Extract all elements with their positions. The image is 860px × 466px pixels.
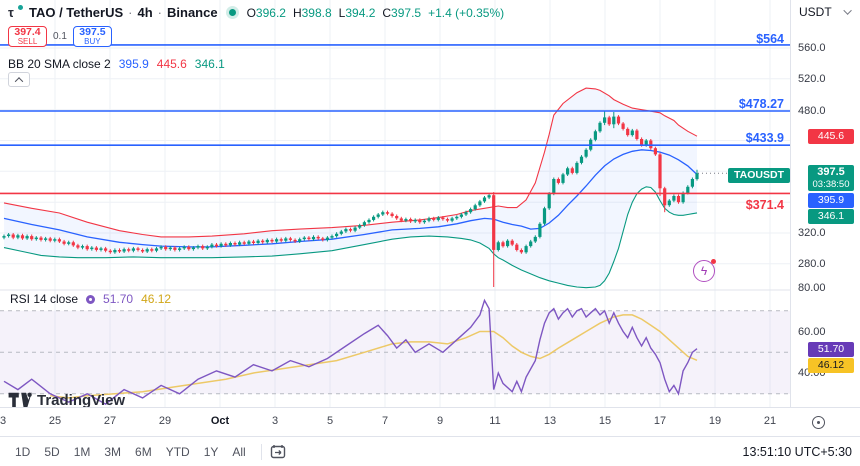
session-clock[interactable]: 13:51:10 UTC+5:30: [742, 444, 852, 459]
tradingview-logo-mark: [8, 392, 32, 408]
toolbar-divider: [260, 443, 262, 460]
time-axis-label: Oct: [210, 415, 230, 427]
range-button-all[interactable]: All: [232, 444, 246, 459]
time-axis-label: 9: [436, 415, 444, 427]
price-axis[interactable]: USDT 560.0 520.0 480.0 320.0 280.0 80.00 60.00…: [790, 0, 860, 436]
buy-button[interactable]: 397.5 BUY: [72, 26, 112, 47]
axis-tick: 520.0: [798, 73, 826, 85]
axis-tick: 320.0: [798, 227, 826, 239]
time-axis-label: 3: [271, 415, 279, 427]
lightning-icon: ϟ: [693, 260, 715, 282]
time-axis-label: 17: [653, 415, 667, 427]
axis-tick: 60.00: [798, 326, 826, 338]
range-button-3m[interactable]: 3M: [104, 444, 122, 459]
rsi-indicator-legend[interactable]: RSI 14 close 51.70 46.12: [10, 292, 171, 306]
range-button-1y[interactable]: 1Y: [203, 444, 219, 459]
range-button-ytd[interactable]: YTD: [165, 444, 190, 459]
axis-price-badge: 51.70: [808, 342, 854, 357]
axis-price-badge: 46.12: [808, 358, 854, 373]
time-axis-label: 7: [381, 415, 389, 427]
bb-label: BB 20 SMA close 2: [8, 57, 111, 71]
price-level-label[interactable]: $564: [756, 32, 784, 46]
axis-tick: 80.00: [798, 282, 826, 294]
time-axis[interactable]: 23 25 27 29 Oct 3 5 7 9 11 13 15 17 19 21: [0, 407, 860, 436]
time-axis-label: 25: [48, 415, 62, 427]
rsi-value: 51.70: [103, 292, 134, 306]
currency-label: USDT: [799, 5, 832, 19]
price-level-label[interactable]: $478.27: [738, 97, 784, 111]
rsi-donut-icon: [86, 294, 96, 304]
tao-logo-icon: τ: [8, 5, 24, 20]
rsi-label: RSI 14 close: [10, 292, 79, 306]
tradingview-logo-text: TradingView: [37, 392, 126, 409]
price-level-label[interactable]: $371.4: [745, 198, 784, 212]
crosshair-target-icon[interactable]: [812, 416, 825, 429]
spread-value: 0.1: [53, 31, 67, 42]
tradingview-logo[interactable]: TradingView: [8, 392, 125, 409]
bb-indicator-legend[interactable]: BB 20 SMA close 2 395.9 445.6 346.1: [8, 57, 225, 71]
chevron-down-icon: [843, 6, 852, 15]
exchange-label[interactable]: Binance: [167, 5, 218, 20]
notification-dot: [711, 259, 716, 264]
axis-price-badge: 445.6: [808, 129, 854, 144]
symbol-legend[interactable]: τ TAO / TetherUS · 4h · Binance O396.2 H…: [8, 5, 505, 20]
symbol-price-flag: TAOUSDT: [728, 168, 790, 183]
sell-button[interactable]: 397.4 SELL: [8, 26, 47, 47]
chevron-up-icon: [14, 76, 24, 86]
time-axis-label: 11: [489, 415, 501, 427]
time-axis-label: 5: [326, 415, 334, 427]
instant-order-button[interactable]: ϟ: [693, 259, 716, 283]
time-axis-label: 29: [158, 415, 172, 427]
rsi-ma-value: 46.12: [141, 292, 172, 306]
time-axis-label: 15: [598, 415, 612, 427]
time-axis-label: 13: [543, 415, 557, 427]
axis-tick: 560.0: [798, 42, 826, 54]
range-button-1d[interactable]: 1D: [15, 444, 31, 459]
order-panel: 397.4 SELL 0.1 397.5 BUY: [8, 26, 112, 47]
current-price-badge: 397.5 03:38:50: [808, 165, 854, 191]
range-button-6m[interactable]: 6M: [135, 444, 152, 459]
symbol-title[interactable]: TAO / TetherUS: [29, 5, 124, 20]
market-status-icon: [228, 9, 236, 16]
time-axis-label: 21: [763, 415, 777, 427]
bb-basis-value: 395.9: [118, 57, 149, 71]
interval-label[interactable]: 4h: [137, 5, 153, 20]
ohlc-values: O396.2 H398.8 L394.2 C397.5 +1.4 (+0.35%…: [246, 5, 505, 20]
go-to-date-icon[interactable]: [270, 444, 287, 459]
legend-collapse-button[interactable]: [8, 72, 30, 87]
time-axis-label: 19: [708, 415, 722, 427]
bottom-toolbar: 1D 5D 1M 3M 6M YTD 1Y All 13:51:10 UTC+5:30: [0, 436, 860, 466]
axis-tick: 480.0: [798, 105, 826, 117]
axis-price-badge: 395.9: [808, 193, 854, 208]
axis-tick: 280.0: [798, 258, 826, 270]
price-level-label[interactable]: $433.9: [745, 131, 784, 145]
axis-price-badge: 346.1: [808, 209, 854, 224]
time-axis-label: 23: [0, 415, 7, 427]
range-button-1m[interactable]: 1M: [73, 444, 91, 459]
price-change: +1.4 (+0.35%): [428, 5, 505, 20]
candles: [2, 111, 699, 287]
chart-svg: [0, 0, 790, 407]
bb-upper-value: 445.6: [156, 57, 187, 71]
last-price: 397.5: [817, 166, 845, 178]
range-button-5d[interactable]: 5D: [44, 444, 60, 459]
bb-lower-value: 346.1: [194, 57, 225, 71]
time-axis-label: 27: [103, 415, 117, 427]
bar-countdown: 03:38:50: [812, 179, 850, 190]
currency-selector[interactable]: USDT: [799, 5, 852, 19]
